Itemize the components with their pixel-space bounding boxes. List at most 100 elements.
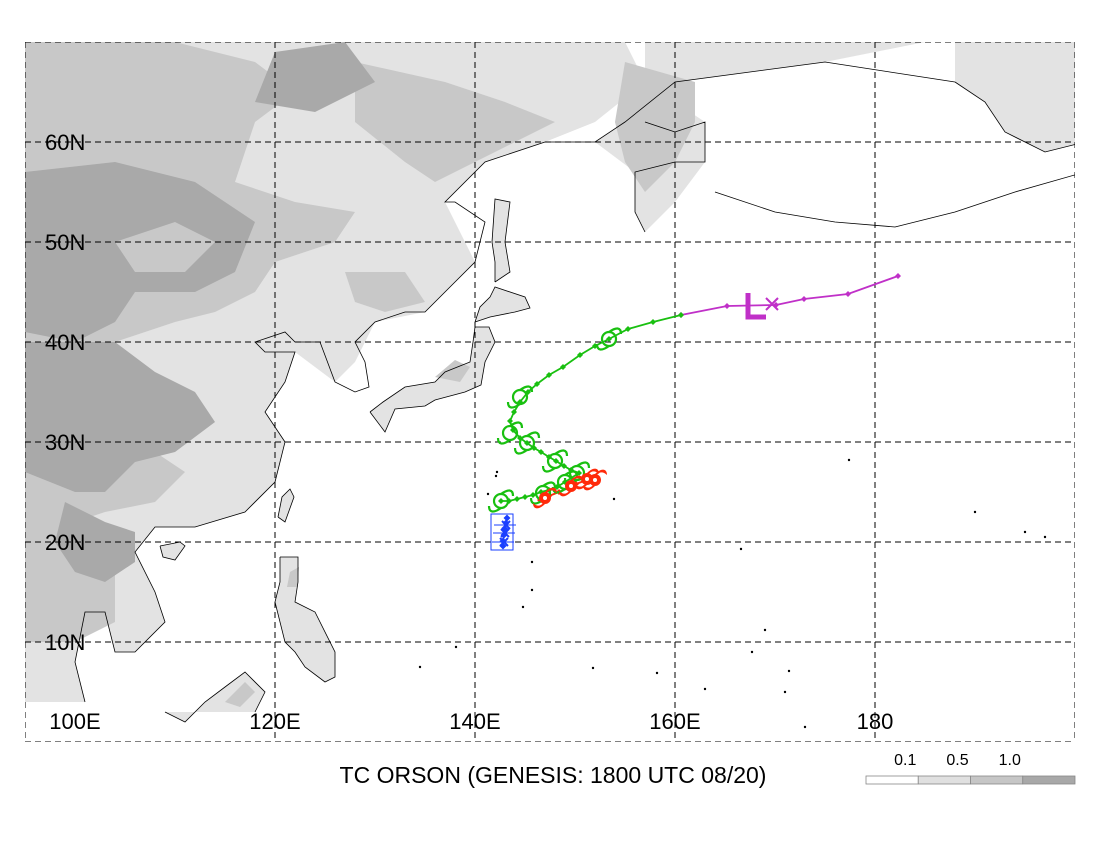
small-island [1023, 530, 1027, 534]
green-track-point [678, 312, 684, 318]
tropical-storm-icon [541, 449, 569, 473]
small-island [530, 560, 534, 564]
green-track-point [577, 352, 583, 358]
legend-label: 0.5 [946, 752, 968, 769]
typhoon-icon [583, 469, 607, 491]
tropical-storm-icon [506, 385, 534, 409]
green-track-point [534, 381, 540, 387]
land-borneo [165, 672, 265, 722]
coast-kamchatka [634, 121, 706, 233]
coast-aleutians [714, 174, 1075, 228]
depression-cross-icon [501, 520, 511, 530]
green-track-point [522, 494, 528, 500]
green-track-point [546, 372, 552, 378]
tropical-storm-icon [487, 489, 515, 513]
land-kamchatka [595, 42, 925, 232]
green-track-point [553, 458, 559, 464]
shade-mid-luzon [287, 567, 299, 587]
axis-labels: 100E 120E 140E 160E 180 10N 20N 30N 40N 50N 60N [45, 130, 893, 734]
low-pressure-icon [745, 293, 766, 320]
small-island [703, 687, 707, 691]
lat-label: 20N [45, 530, 85, 555]
small-island [750, 650, 754, 654]
small-island [973, 510, 977, 514]
land-hokkaido [475, 287, 530, 322]
coast-hokkaido [474, 286, 531, 323]
purple-track-point [895, 273, 901, 279]
small-island [495, 470, 499, 474]
purple-track-point [845, 291, 851, 297]
depression-box-icon [490, 513, 514, 551]
probability-legend: 0.1 0.5 1.0 [865, 752, 1076, 785]
small-island [847, 458, 851, 462]
legend-color-box [917, 775, 971, 785]
legend-label: 1.0 [999, 752, 1021, 769]
green-track-point [561, 463, 567, 469]
small-island [521, 605, 525, 609]
coast-sakhalin [491, 198, 511, 283]
land-philippines [275, 557, 335, 682]
small-island [803, 725, 807, 729]
land-alaska [955, 42, 1075, 152]
land-sakhalin [492, 199, 510, 282]
green-track-point [498, 498, 504, 504]
small-island [612, 497, 616, 501]
small-island [591, 666, 595, 670]
green-track-point [530, 492, 536, 498]
green-track-point [524, 440, 530, 446]
coast-borneo [164, 671, 266, 723]
small-island [418, 665, 422, 669]
coast-taiwan [277, 488, 295, 523]
lon-label: 180 [857, 709, 894, 734]
legend-color-box [970, 775, 1024, 785]
small-island [486, 492, 490, 496]
lat-label: 60N [45, 130, 85, 155]
small-island [783, 690, 787, 694]
shade-dark-siberia [255, 42, 375, 112]
lat-label: 50N [45, 230, 85, 255]
small-island [739, 547, 743, 551]
green-track-point [511, 409, 517, 415]
green-track-point [514, 496, 520, 502]
shade-dark-china [25, 342, 215, 492]
typhoon-icon [559, 475, 583, 497]
shade-mid-siberia [355, 62, 555, 182]
small-island [530, 588, 534, 592]
small-island [787, 669, 791, 673]
small-island [454, 645, 458, 649]
coast-philippines [274, 556, 336, 683]
small-island [655, 671, 659, 675]
green-track-point [560, 364, 566, 370]
legend-color-box [865, 775, 919, 785]
extratropical-x-icon [765, 297, 779, 311]
purple-track-point [724, 303, 730, 309]
legend-color-box [1022, 775, 1076, 785]
shade-mid-manchuria [345, 272, 425, 312]
small-island [763, 628, 767, 632]
tropical-storm-icon [513, 431, 541, 455]
lat-label: 30N [45, 430, 85, 455]
green-track-point [625, 326, 631, 332]
green-track-point [650, 319, 656, 325]
legend-label: 0.1 [894, 752, 916, 769]
lat-label: 10N [45, 630, 85, 655]
shade-mid-borneo [225, 682, 255, 707]
land-japan [370, 327, 495, 432]
tropical-storm-icon [595, 327, 623, 351]
coast-hainan [159, 541, 186, 561]
green-track-point [606, 336, 612, 342]
lat-label: 40N [45, 330, 85, 355]
coast-alaska [954, 81, 1075, 153]
land-shading [25, 42, 1075, 722]
storm-symbols [487, 293, 779, 551]
typhoon-icon [533, 487, 557, 509]
green-track-point [507, 418, 513, 424]
small-island [1043, 535, 1047, 539]
tropical-storm-icon [496, 421, 524, 445]
lon-label: 140E [449, 709, 500, 734]
purple-track-point [801, 296, 807, 302]
land-hainan [160, 542, 185, 560]
lon-label: 160E [649, 709, 700, 734]
lon-label: 100E [49, 709, 100, 734]
